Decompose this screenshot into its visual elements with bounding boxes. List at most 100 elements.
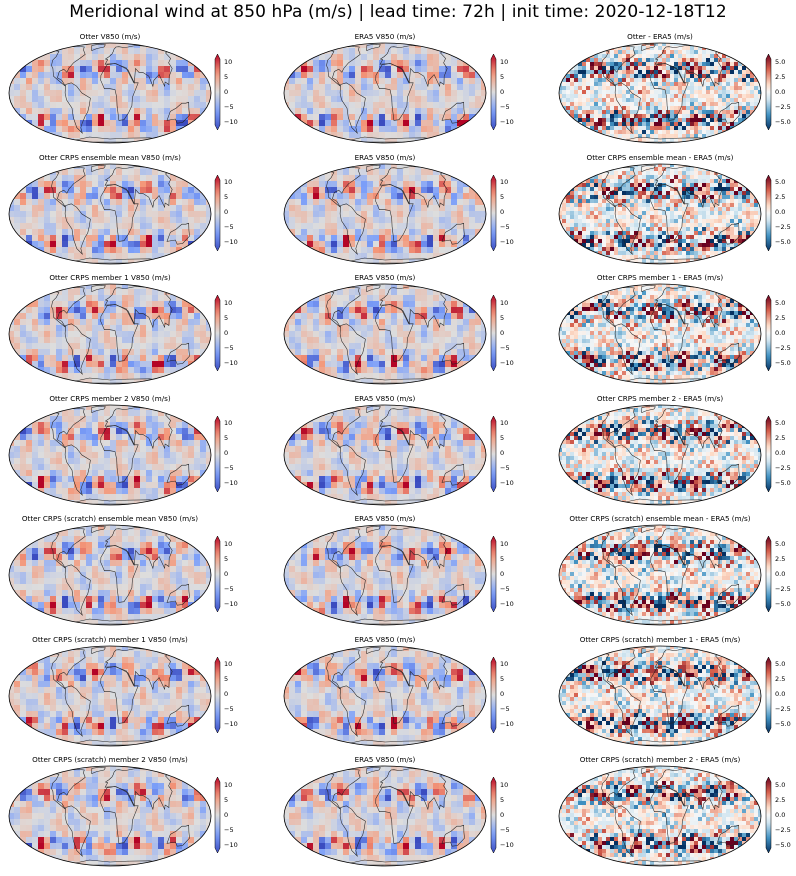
colorbar-tick-label: −5: [224, 825, 234, 834]
colorbar-tick-label: 5: [500, 193, 505, 201]
colorbar-tick-label: 10: [224, 660, 233, 668]
panel-title: Otter CRPS ensemble mean - ERA5 (m/s): [586, 152, 734, 162]
colorbar-tick-label: 5.0: [775, 780, 786, 789]
panel-title: Otter - ERA5 (m/s): [627, 32, 693, 41]
panel-title: Otter CRPS (scratch) member 1 V850 (m/s): [32, 634, 188, 644]
difference-map: [558, 765, 762, 867]
colorbar-tick-label: −10: [224, 840, 238, 849]
colorbar-tick-label: 10: [500, 57, 509, 66]
colorbar-tick-label: −5: [500, 705, 510, 713]
colorbar-tick-label: −10: [224, 358, 238, 367]
colorbar-tick-label: −5.0: [775, 840, 791, 849]
colorbar-tick-label: −2.5: [775, 102, 791, 111]
wind-map: [8, 163, 212, 264]
difference-map: [558, 404, 762, 505]
panel-title: ERA5 V850 (m/s): [354, 634, 416, 644]
colorbar-tick-label: 10: [224, 419, 233, 427]
colorbar-tick-label: 2.5: [775, 795, 786, 804]
colorbar-tick-label: −5.0: [775, 479, 791, 487]
colorbar-tick-label: 5.0: [775, 660, 786, 668]
panel-title: Otter CRPS member 1 V850 (m/s): [49, 273, 171, 282]
colorbar-tick-label: 10: [500, 660, 509, 668]
difference-map: [558, 283, 762, 385]
colorbar-tick-label: 0: [500, 569, 505, 578]
colorbar-tick-label: 0: [224, 328, 229, 337]
colorbar-tick-label: 5: [500, 554, 505, 563]
colorbar-tick-label: 10: [224, 539, 233, 548]
colorbar-tick-label: −5.0: [775, 117, 791, 126]
colorbar-tick-label: 0: [500, 208, 505, 216]
colorbar-tick-label: 2.5: [775, 434, 786, 442]
panel-title: Otter CRPS member 2 V850 (m/s): [49, 393, 171, 403]
colorbar-tick-label: −10: [224, 479, 238, 487]
wind-map: [8, 645, 212, 746]
difference-map: [558, 42, 762, 144]
colorbar-tick-label: 5: [224, 434, 229, 442]
panel-title: Otter CRPS member 1 - ERA5 (m/s): [596, 273, 724, 282]
colorbar-tick-label: 10: [500, 539, 509, 548]
panel-title: Otter CRPS (scratch) member 1 - ERA5 (m/…: [579, 634, 741, 644]
panel-title: Otter CRPS ensemble mean V850 (m/s): [39, 152, 181, 162]
colorbar-tick-label: 0: [500, 810, 505, 819]
colorbar-tick-label: 10: [224, 780, 233, 789]
colorbar-tick-label: −5.0: [775, 599, 791, 608]
colorbar-tick-label: 0: [500, 690, 505, 698]
colorbar-tick-label: 10: [500, 178, 509, 186]
colorbar-tick-label: −5: [224, 102, 234, 111]
colorbar-tick-label: 5: [500, 795, 505, 804]
colorbar-tick-label: 0.0: [775, 87, 786, 96]
panel-title: ERA5 V850 (m/s): [354, 152, 416, 162]
colorbar-tick-label: 2.5: [775, 72, 786, 81]
colorbar-tick-label: 0.0: [775, 328, 786, 337]
colorbar-tick-label: 0: [224, 208, 229, 216]
panel-title: Otter CRPS (scratch) ensemble mean V850 …: [21, 514, 199, 523]
colorbar-tick-label: 0: [224, 690, 229, 698]
colorbar-tick-label: −10: [500, 358, 514, 367]
colorbar-tick-label: 5: [224, 313, 229, 322]
panel-title: Otter CRPS (scratch) member 2 V850 (m/s): [32, 755, 188, 764]
colorbar-tick-label: −2.5: [775, 825, 791, 834]
colorbar-tick-label: 0: [224, 569, 229, 578]
wind-map: [283, 524, 487, 626]
colorbar-tick-label: −5.0: [775, 720, 791, 728]
colorbar-tick-label: 0: [500, 87, 505, 96]
difference-map: [558, 524, 762, 626]
panel-title: Otter CRPS member 2 - ERA5 (m/s): [596, 393, 724, 403]
colorbar-tick-label: −5: [500, 102, 510, 111]
colorbar-tick-label: 0: [224, 449, 229, 457]
colorbar-tick-label: 5: [224, 554, 229, 563]
colorbar-tick-label: −5.0: [775, 238, 791, 246]
colorbar-tick-label: 2.5: [775, 313, 786, 322]
colorbar-tick-label: 0.0: [775, 208, 786, 216]
panel-title: Otter V850 (m/s): [79, 32, 141, 41]
wind-map: [283, 283, 487, 385]
colorbar-tick-label: 2.5: [775, 675, 786, 683]
colorbar-tick-label: −5: [500, 825, 510, 834]
colorbar-tick-label: −10: [224, 720, 238, 728]
colorbar-tick-label: 5: [500, 434, 505, 442]
colorbar-tick-label: −2.5: [775, 343, 791, 352]
colorbar-tick-label: 0: [500, 449, 505, 457]
colorbar-tick-label: 5.0: [775, 539, 786, 548]
colorbar-tick-label: 10: [500, 780, 509, 789]
wind-map: [8, 524, 212, 626]
colorbar-tick-label: −10: [500, 599, 514, 608]
colorbar-tick-label: −10: [224, 238, 238, 246]
colorbar-tick-label: −2.5: [775, 464, 791, 472]
wind-map: [283, 42, 487, 144]
colorbar-tick-label: −5.0: [775, 358, 791, 367]
colorbar-tick-label: 10: [224, 57, 233, 66]
colorbar-tick-label: −5: [224, 464, 234, 472]
colorbar-tick-label: −5: [500, 223, 510, 231]
colorbar-tick-label: 5: [224, 675, 229, 683]
colorbar-tick-label: −10: [500, 840, 514, 849]
colorbar-tick-label: −10: [500, 117, 514, 126]
colorbar-tick-label: 0.0: [775, 810, 786, 819]
colorbar-tick-label: 5: [224, 795, 229, 804]
colorbar-tick-label: −2.5: [775, 705, 791, 713]
colorbar-tick-label: 5: [500, 72, 505, 81]
panel-title: ERA5 V850 (m/s): [354, 755, 416, 764]
colorbar-tick-label: 0: [224, 810, 229, 819]
colorbar-tick-label: 5: [500, 313, 505, 322]
wind-map: [8, 42, 212, 144]
